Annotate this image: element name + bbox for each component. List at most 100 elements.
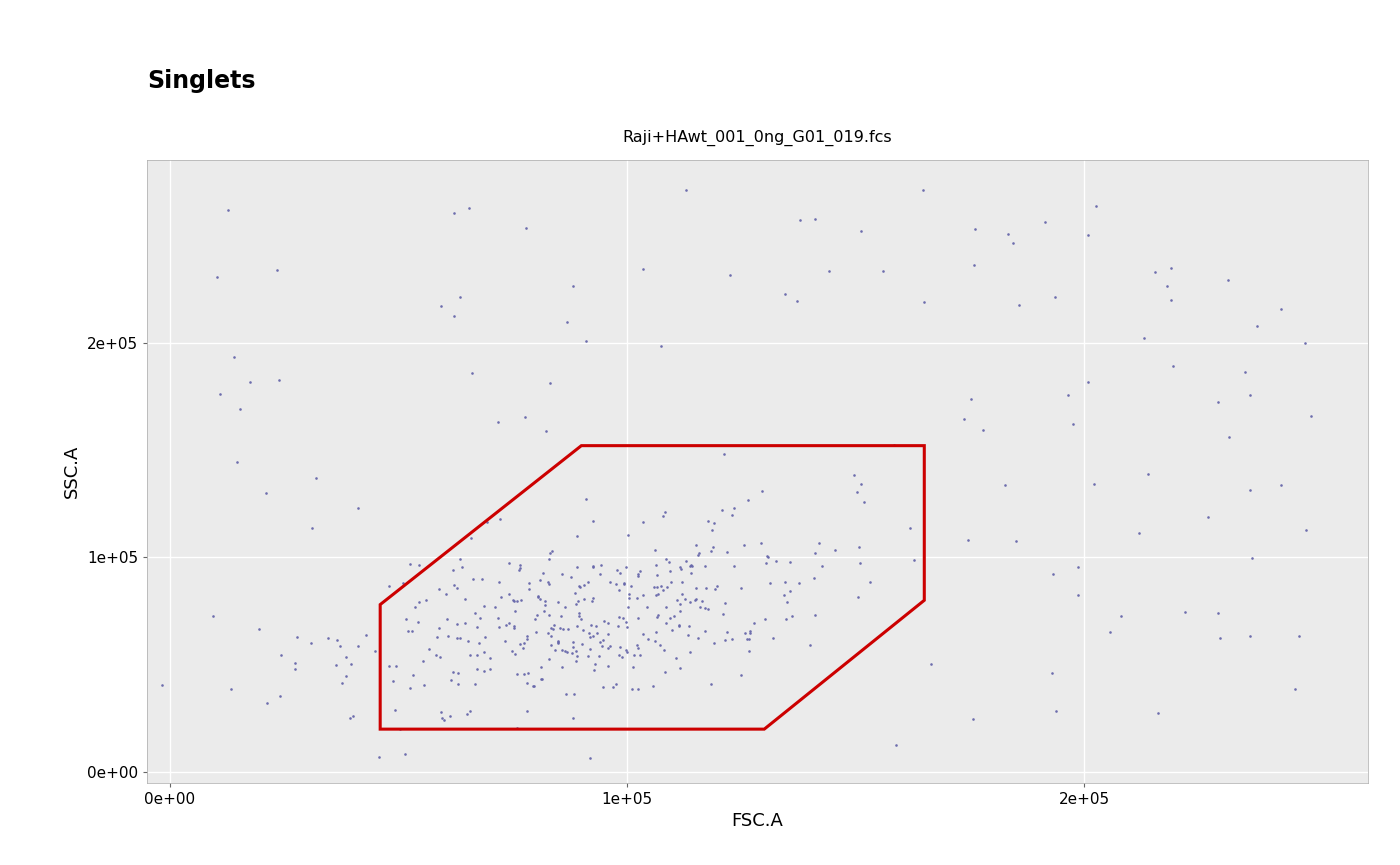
Point bbox=[447, 676, 469, 690]
Point bbox=[267, 373, 290, 387]
Point bbox=[546, 595, 568, 609]
Point bbox=[416, 593, 438, 607]
Point bbox=[622, 660, 644, 674]
Point bbox=[679, 566, 701, 580]
Point bbox=[739, 626, 762, 640]
Point bbox=[627, 612, 650, 625]
Point bbox=[239, 375, 262, 388]
Point bbox=[445, 581, 468, 595]
Point bbox=[1042, 666, 1064, 680]
Point bbox=[609, 566, 631, 580]
Point bbox=[550, 643, 573, 657]
Point bbox=[662, 609, 685, 623]
Point bbox=[566, 529, 588, 543]
Point bbox=[445, 618, 468, 631]
Point bbox=[788, 214, 811, 227]
Point bbox=[547, 634, 570, 648]
Point bbox=[609, 640, 631, 654]
Point bbox=[498, 556, 521, 570]
Point bbox=[1046, 704, 1068, 718]
Point bbox=[517, 667, 539, 681]
Point bbox=[802, 571, 825, 585]
Point bbox=[522, 679, 545, 693]
Point bbox=[714, 596, 736, 610]
Point bbox=[413, 677, 435, 691]
Point bbox=[825, 543, 847, 557]
Point bbox=[449, 290, 472, 304]
Point bbox=[613, 577, 636, 591]
Point bbox=[620, 682, 643, 695]
Point bbox=[613, 576, 636, 590]
Point bbox=[399, 682, 421, 695]
Point bbox=[473, 599, 496, 613]
Point bbox=[493, 635, 515, 649]
Point bbox=[650, 638, 672, 651]
Point bbox=[650, 579, 672, 593]
Point bbox=[305, 471, 328, 485]
Point bbox=[592, 681, 615, 695]
Point bbox=[903, 553, 925, 567]
Point bbox=[643, 580, 665, 593]
Point bbox=[561, 646, 584, 660]
Point bbox=[538, 575, 560, 589]
Point bbox=[1217, 273, 1239, 287]
Point bbox=[458, 649, 480, 663]
Point bbox=[428, 650, 451, 663]
Point bbox=[202, 609, 224, 623]
Point bbox=[442, 563, 465, 577]
Point bbox=[706, 579, 728, 593]
Point bbox=[1057, 388, 1079, 402]
Point bbox=[556, 316, 578, 330]
Point bbox=[517, 676, 539, 690]
Point bbox=[561, 636, 584, 650]
Point bbox=[685, 581, 707, 595]
Point bbox=[494, 618, 517, 632]
Point bbox=[395, 612, 417, 626]
Point bbox=[960, 392, 983, 406]
Point bbox=[563, 687, 585, 701]
Point bbox=[696, 581, 718, 595]
Point bbox=[749, 536, 771, 550]
Point bbox=[1295, 522, 1317, 536]
Point bbox=[871, 264, 893, 278]
Point bbox=[354, 628, 377, 642]
Point bbox=[899, 521, 921, 535]
Point bbox=[284, 663, 307, 676]
Point bbox=[972, 423, 994, 437]
Point bbox=[671, 575, 693, 589]
Point bbox=[402, 668, 424, 682]
Point bbox=[427, 621, 449, 635]
Point bbox=[588, 650, 610, 663]
Point bbox=[1162, 359, 1184, 373]
Point bbox=[301, 522, 323, 535]
Point bbox=[734, 538, 756, 552]
Point bbox=[225, 455, 248, 469]
Point bbox=[994, 478, 1016, 492]
Point bbox=[503, 621, 525, 635]
Point bbox=[1239, 630, 1261, 644]
Point bbox=[1270, 478, 1292, 492]
Point bbox=[596, 659, 619, 673]
Point bbox=[220, 682, 242, 696]
Point bbox=[1246, 319, 1268, 333]
Point bbox=[400, 625, 423, 638]
Point bbox=[524, 679, 546, 693]
Point bbox=[476, 516, 498, 529]
Point bbox=[694, 559, 717, 573]
Point bbox=[721, 631, 743, 645]
Point bbox=[617, 592, 640, 606]
Point bbox=[963, 222, 986, 236]
Point bbox=[1270, 303, 1292, 317]
Point bbox=[1197, 510, 1219, 524]
Point bbox=[347, 501, 370, 515]
Point bbox=[511, 641, 533, 655]
Point bbox=[469, 611, 491, 625]
Point bbox=[1239, 484, 1261, 497]
Point bbox=[462, 572, 484, 586]
Point bbox=[682, 559, 704, 573]
Point bbox=[594, 614, 616, 628]
Point bbox=[626, 638, 648, 651]
Point bbox=[1084, 477, 1106, 490]
Point bbox=[430, 299, 452, 313]
Point bbox=[701, 522, 724, 536]
